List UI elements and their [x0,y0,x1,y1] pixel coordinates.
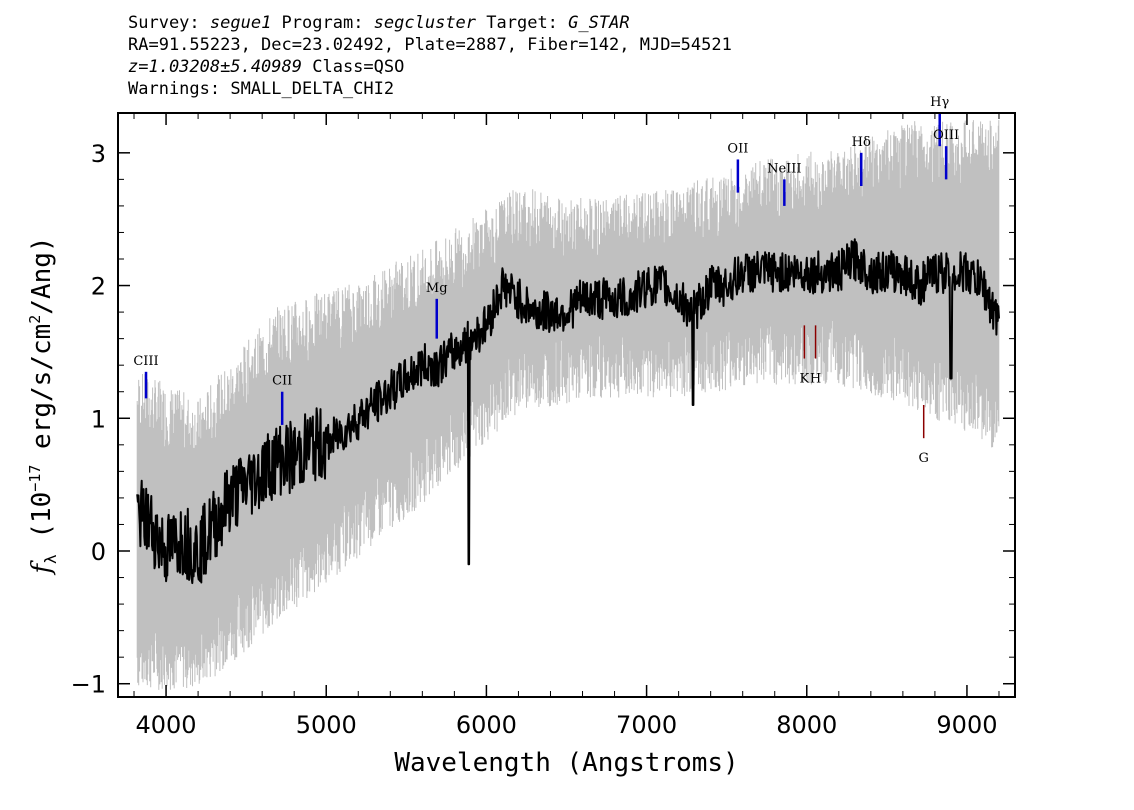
plot-frame [117,112,1016,698]
y-axis-title-sq: 2 [26,315,44,324]
header-line-warnings: Warnings: SMALL_DELTA_CHI2 [128,79,395,99]
program-label: Program: [271,13,374,33]
header-line-survey: Survey: segue1 Program: segcluster Targe… [128,12,732,34]
class-value: Class=QSO [302,57,405,77]
y-tick-label: 1 [91,405,106,433]
emission-label-mg: Mg [426,281,448,296]
y-tick-label: 2 [91,273,106,301]
absorption-label-h: H [810,372,821,387]
x-tick-label: 6000 [456,711,517,739]
y-axis-title-exp: −17 [26,465,44,492]
flux-line [136,238,1000,585]
survey-value: segue1 [209,13,272,33]
emission-label-h: Hδ [852,135,871,150]
spectrum-header: Survey: segue1 Program: segcluster Targe… [128,12,732,100]
y-tick-label: 0 [91,538,106,566]
redshift-value: z=1.03208±5.40989 [128,57,302,77]
program-value: segcluster [373,13,477,33]
x-tick-label: 4000 [136,711,197,739]
emission-label-oiii: OIII [933,128,959,143]
emission-label-h: Hγ [930,95,949,110]
y-axis-title-unit-b: erg/s/cm [27,324,57,465]
error-band-layer [136,120,1000,690]
x-axis-title: Wavelength (Angstroms) [394,748,738,778]
y-tick-label: −1 [71,671,106,699]
absorption-label-g: G [919,451,929,466]
x-tick-label: 7000 [616,711,677,739]
y-axis-title: fλ (10−17 erg/s/cm2/Ang) [26,236,60,575]
target-value: G_STAR [568,13,630,33]
flux-layer [136,238,1000,585]
x-tick-label: 9000 [936,711,997,739]
survey-label: Survey: [128,13,210,33]
emission-label-neiii: NeIII [767,161,801,176]
emission-label-oii: OII [727,141,748,156]
y-axis-title-unit-a: (10 [27,492,57,555]
target-label: Target: [476,13,569,33]
axis-ticks-layer: 4000 5000 6000 7000 8000 9000 −1 0 1 2 3 [71,113,1015,739]
y-axis-title-lambda: λ [41,554,60,564]
x-tick-label: 5000 [296,711,357,739]
emission-label-cii: CII [272,374,292,389]
y-axis-title-unit-c: /Ang) [27,236,57,314]
absorption-label-k: K [800,372,810,387]
y-tick-label: 3 [91,140,106,168]
spectral-lines-layer: CIII CII Mg OII NeIII Hδ Hγ OIII K H G [133,95,959,466]
header-line-redshift: z=1.03208±5.40989 Class=QSO [128,56,732,78]
header-line-coordinates: RA=91.55223, Dec=23.02492, Plate=2887, F… [128,35,732,55]
error-band [136,120,1000,690]
x-tick-label: 8000 [776,711,837,739]
emission-label-ciii: CIII [133,354,158,369]
